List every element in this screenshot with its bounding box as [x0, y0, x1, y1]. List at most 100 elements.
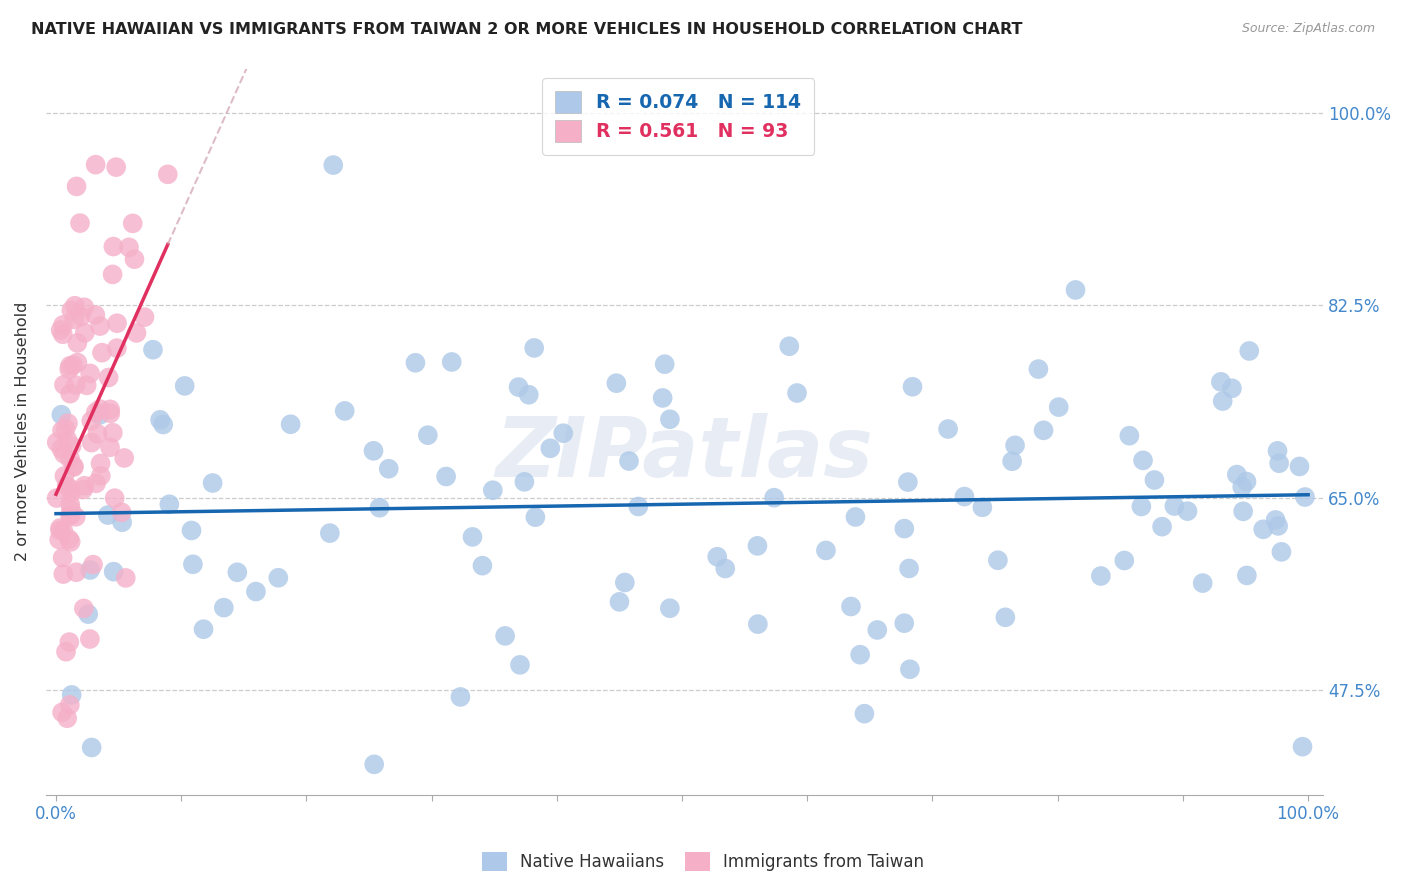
Point — [627, 500, 650, 514]
Point — [59, 534, 82, 549]
Point — [494, 629, 516, 643]
Point — [897, 475, 920, 489]
Point — [89, 319, 111, 334]
Point — [156, 167, 179, 181]
Point — [404, 356, 426, 370]
Point — [84, 308, 107, 322]
Point — [86, 426, 108, 441]
Point — [55, 479, 77, 493]
Point — [51, 442, 73, 456]
Point — [60, 503, 83, 517]
Point — [553, 426, 575, 441]
Point — [1090, 569, 1112, 583]
Point — [1267, 519, 1289, 533]
Point — [59, 386, 82, 401]
Point — [51, 424, 73, 438]
Point — [52, 318, 75, 332]
Point — [651, 391, 673, 405]
Point — [114, 571, 136, 585]
Point — [103, 565, 125, 579]
Point — [987, 553, 1010, 567]
Point — [73, 326, 96, 340]
Point — [617, 454, 640, 468]
Point — [538, 442, 561, 456]
Point — [193, 622, 215, 636]
Point — [55, 422, 77, 436]
Point — [98, 402, 121, 417]
Point — [368, 500, 391, 515]
Point — [72, 483, 94, 497]
Point — [1177, 504, 1199, 518]
Point — [101, 268, 124, 282]
Point — [1064, 283, 1087, 297]
Point — [1152, 519, 1174, 533]
Point — [1114, 553, 1136, 567]
Point — [524, 510, 547, 524]
Point — [322, 158, 344, 172]
Point — [471, 558, 494, 573]
Point — [605, 376, 627, 391]
Point — [59, 698, 82, 712]
Point — [1226, 467, 1249, 482]
Point — [1294, 490, 1316, 504]
Point — [1270, 545, 1292, 559]
Point — [52, 327, 75, 342]
Point — [80, 414, 103, 428]
Point — [714, 561, 737, 575]
Point — [849, 648, 872, 662]
Point — [1047, 400, 1070, 414]
Point — [52, 567, 75, 582]
Point — [65, 378, 87, 392]
Point — [844, 510, 866, 524]
Point — [839, 599, 862, 614]
Point — [517, 388, 540, 402]
Point — [319, 526, 342, 541]
Point — [1268, 456, 1291, 470]
Point — [1212, 394, 1234, 409]
Point — [658, 601, 681, 615]
Point — [157, 497, 180, 511]
Point — [866, 623, 889, 637]
Point — [98, 406, 121, 420]
Point — [104, 491, 127, 505]
Point — [1143, 473, 1166, 487]
Point — [280, 417, 302, 432]
Point — [59, 497, 82, 511]
Point — [1001, 454, 1024, 468]
Point — [89, 402, 111, 417]
Point — [613, 575, 636, 590]
Point — [58, 362, 80, 376]
Point — [1251, 522, 1274, 536]
Point — [105, 160, 128, 174]
Point — [173, 379, 195, 393]
Point — [73, 300, 96, 314]
Point — [84, 476, 107, 491]
Point — [440, 355, 463, 369]
Point — [654, 357, 676, 371]
Point — [89, 408, 111, 422]
Point — [65, 179, 87, 194]
Point — [972, 500, 994, 515]
Point — [77, 607, 100, 621]
Point — [56, 433, 79, 447]
Point — [59, 508, 82, 523]
Point — [609, 595, 631, 609]
Point — [1004, 438, 1026, 452]
Point — [1267, 443, 1289, 458]
Point — [778, 339, 800, 353]
Point — [936, 422, 959, 436]
Point — [62, 459, 84, 474]
Point — [111, 515, 134, 529]
Point — [112, 450, 135, 465]
Point — [125, 326, 148, 340]
Point — [449, 690, 471, 704]
Point — [56, 711, 79, 725]
Point — [509, 657, 531, 672]
Point — [267, 571, 290, 585]
Point — [97, 370, 120, 384]
Text: ZIPatlas: ZIPatlas — [496, 413, 873, 494]
Point — [363, 757, 385, 772]
Point — [73, 479, 96, 493]
Point — [58, 532, 80, 546]
Point — [523, 341, 546, 355]
